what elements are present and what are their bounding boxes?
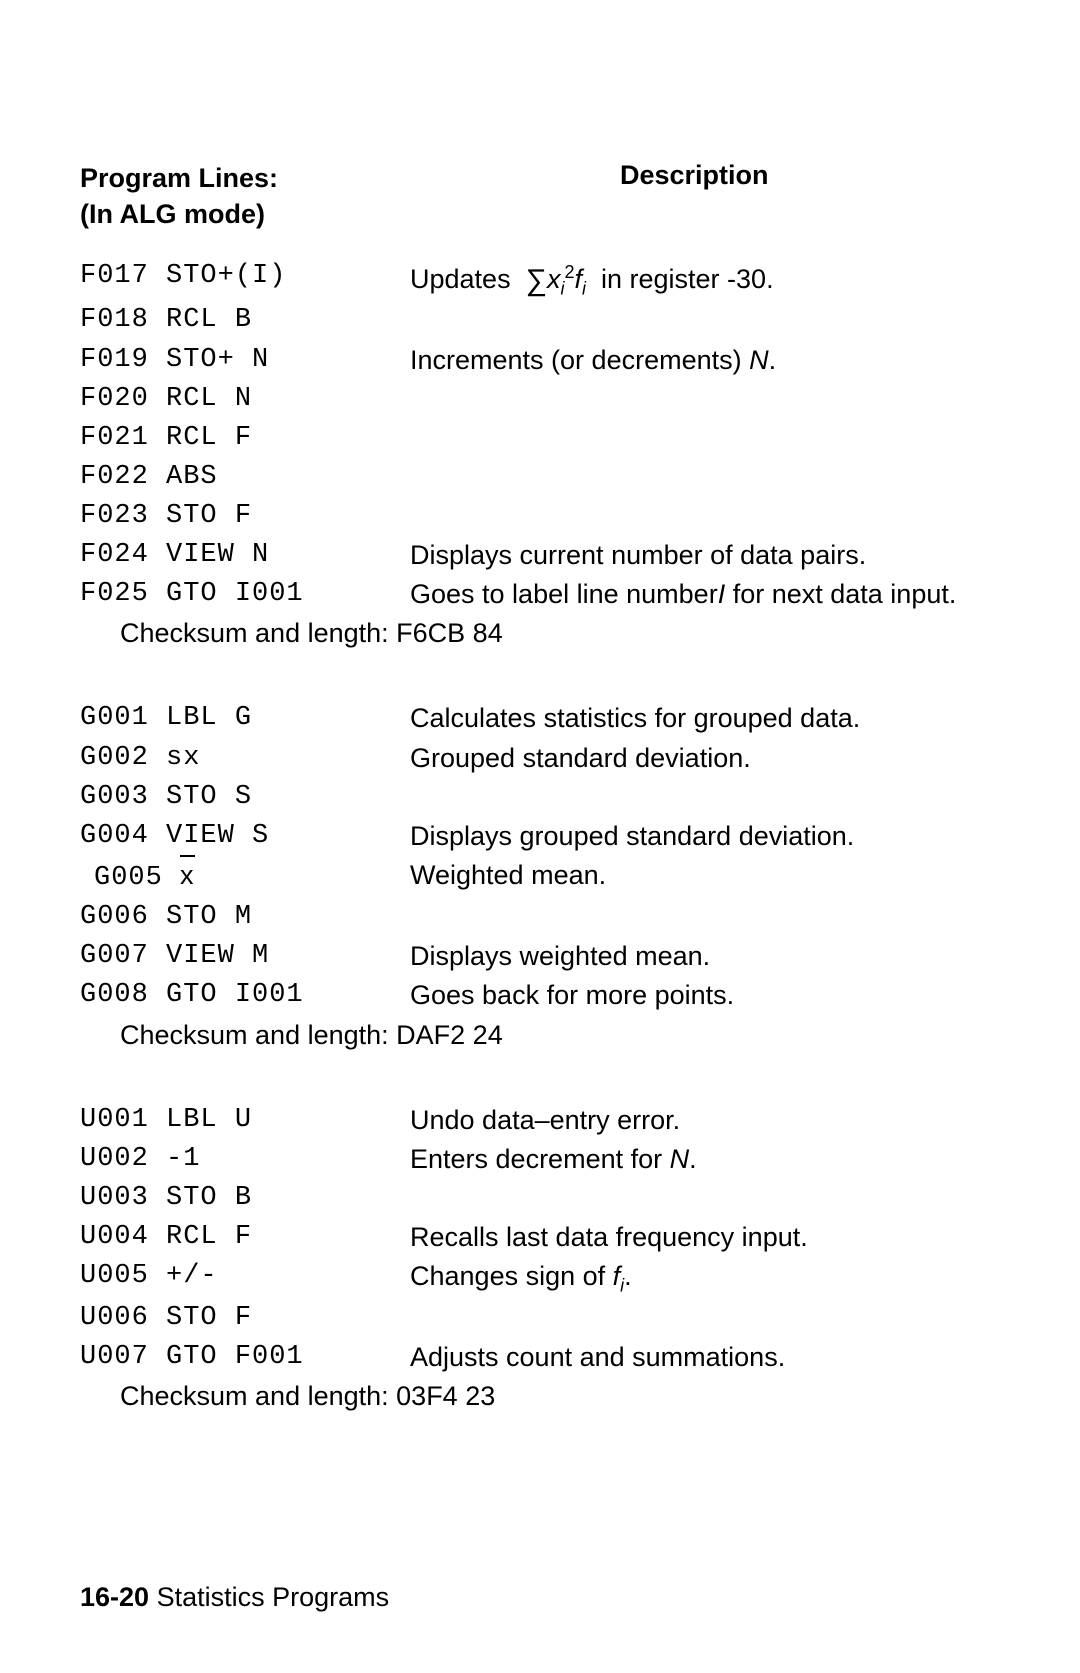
- program-line-description: Displays weighted mean.: [410, 937, 1000, 976]
- section-spacer: [80, 649, 1000, 699]
- header-right: Description: [410, 160, 1000, 233]
- program-line-description: Adjusts count and summations.: [410, 1338, 1000, 1377]
- program-line-code: U007 GTO F001: [80, 1338, 410, 1377]
- program-line-description: Goes back for more points.: [410, 976, 1000, 1015]
- program-line-description: [410, 497, 1000, 536]
- program-line-code: G003 STO S: [80, 778, 410, 817]
- checksum-line: Checksum and length: F6CB 84: [80, 614, 1000, 649]
- program-line-code: F021 RCL F: [80, 419, 410, 458]
- program-line-code: F022 ABS: [80, 458, 410, 497]
- program-line-description: Enters decrement for N.: [410, 1140, 1000, 1179]
- checksum-line: Checksum and length: 03F4 23: [80, 1377, 1000, 1412]
- program-line-code: F024 VIEW N: [80, 536, 410, 575]
- checksum-line: Checksum and length: DAF2 24: [80, 1016, 1000, 1051]
- program-line-code: U004 RCL F: [80, 1218, 410, 1257]
- program-line-code: F025 GTO I001: [80, 575, 410, 614]
- program-line-description: [410, 458, 1000, 497]
- program-line-code: F023 STO F: [80, 497, 410, 536]
- program-line-code: G008 GTO I001: [80, 976, 410, 1015]
- section-spacer: [80, 1051, 1000, 1101]
- header-left: Program Lines: (In ALG mode): [80, 160, 410, 233]
- program-line-code: F020 RCL N: [80, 380, 410, 419]
- program-line-code: G006 STO M: [80, 898, 410, 937]
- program-line-code: F019 STO+ N: [80, 341, 410, 380]
- page-number: 16-20: [80, 1582, 149, 1612]
- program-line-code: G001 LBL G: [80, 699, 410, 738]
- program-line-description: Displays current number of data pairs.: [410, 536, 1000, 575]
- program-line-code: G002 sx: [80, 739, 410, 778]
- program-line-description: [410, 778, 1000, 817]
- program-line-code: F018 RCL B: [80, 301, 410, 340]
- spacer: [80, 233, 1000, 257]
- program-line-description: Grouped standard deviation.: [410, 739, 1000, 778]
- program-line-description: Changes sign of fi.: [410, 1257, 1000, 1298]
- program-line-code: U006 STO F: [80, 1299, 410, 1338]
- program-line-code: G007 VIEW M: [80, 937, 410, 976]
- program-line-description: Calculates statistics for grouped data.: [410, 699, 1000, 738]
- document-page: Program Lines: (In ALG mode) Description…: [0, 0, 1080, 1673]
- program-line-description: Increments (or decrements) N.: [410, 341, 1000, 380]
- program-line-description: [410, 1179, 1000, 1218]
- program-line-description: Recalls last data frequency input.: [410, 1218, 1000, 1257]
- program-line-description: [410, 1299, 1000, 1338]
- program-line-code: U001 LBL U: [80, 1101, 410, 1140]
- page-footer: 16-20 Statistics Programs: [80, 1582, 389, 1613]
- program-line-code: F017 STO+(I): [80, 257, 410, 301]
- program-line-code: U005 +/-: [80, 1257, 410, 1298]
- program-line-description: [410, 301, 1000, 340]
- header-left-line1: Program Lines:: [80, 163, 278, 193]
- program-table: Program Lines: (In ALG mode) Description…: [80, 160, 1000, 1412]
- program-line-code: G004 VIEW S: [80, 817, 410, 856]
- header-left-line2: (In ALG mode): [80, 199, 265, 229]
- program-line-description: [410, 898, 1000, 937]
- program-line-code: U002 -1: [80, 1140, 410, 1179]
- page-title: Statistics Programs: [149, 1582, 389, 1612]
- program-line-description: Undo data–entry error.: [410, 1101, 1000, 1140]
- program-line-description: Displays grouped standard deviation.: [410, 817, 1000, 856]
- program-line-description: Goes to label line numberI for next data…: [410, 575, 1000, 614]
- program-line-description: Weighted mean.: [410, 856, 1000, 898]
- program-line-description: [410, 419, 1000, 458]
- program-line-code: U003 STO B: [80, 1179, 410, 1218]
- program-line-description: [410, 380, 1000, 419]
- program-line-description: Updates ∑xi2fi in register -30.: [410, 257, 1000, 301]
- program-line-code: G005 x: [80, 856, 410, 898]
